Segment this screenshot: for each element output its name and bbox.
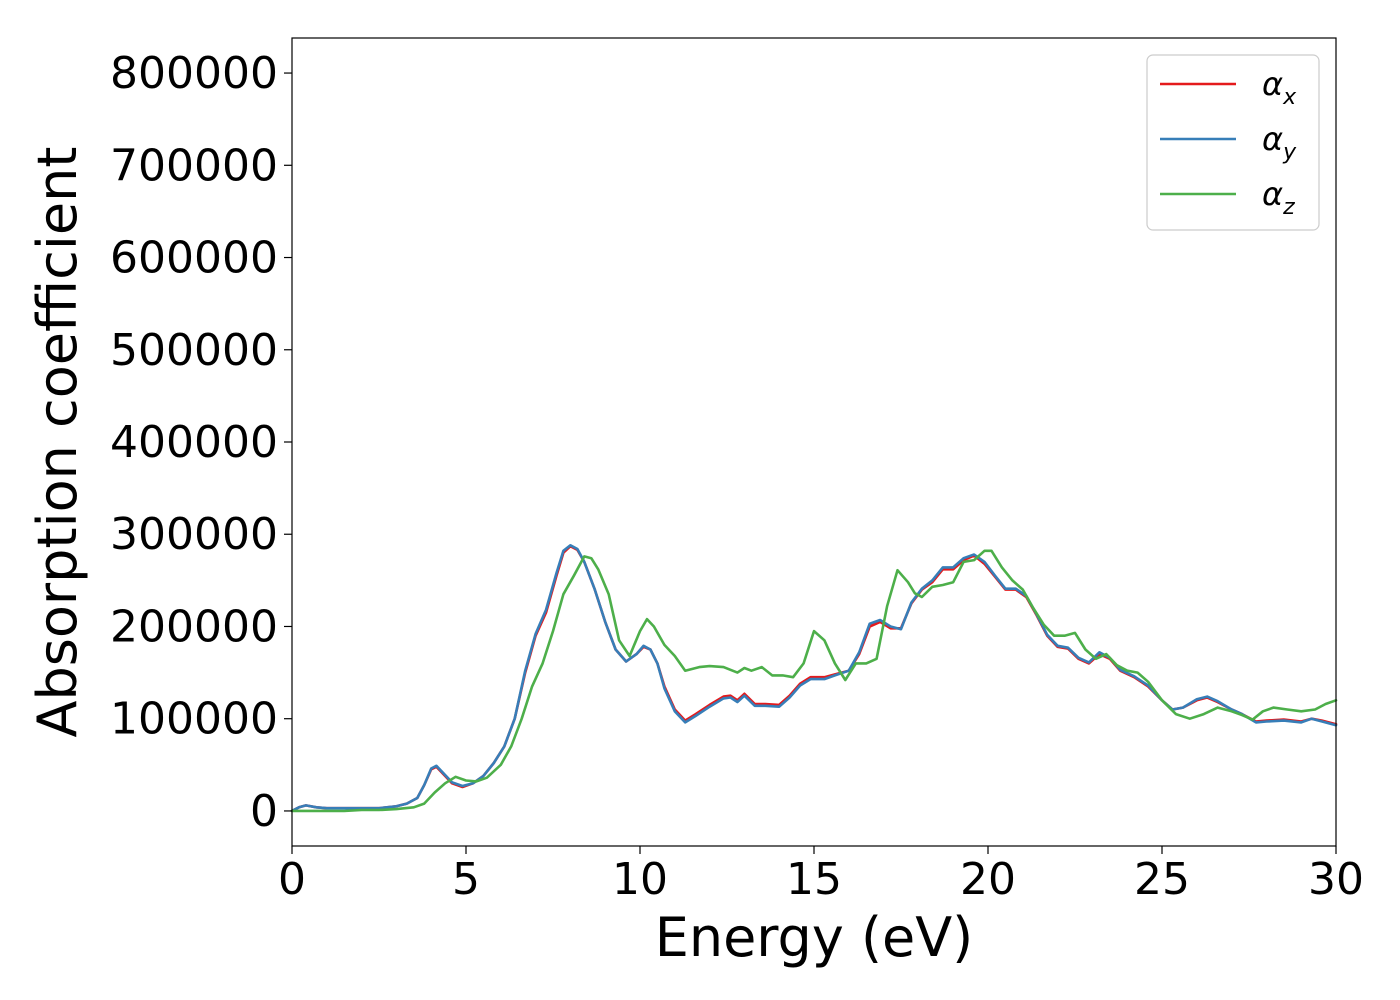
- y-tick-label: 200000: [110, 601, 278, 652]
- x-tick-label: 10: [612, 854, 668, 905]
- x-tick-label: 15: [786, 854, 842, 905]
- x-tick-label: 20: [960, 854, 1016, 905]
- legend-box: [1146, 54, 1320, 231]
- legend-label-base: α: [1262, 120, 1283, 158]
- legend-label-base: α: [1262, 175, 1283, 213]
- legend-label-subscript: z: [1282, 195, 1295, 220]
- y-tick-label: 700000: [110, 140, 278, 191]
- legend-label-subscript: y: [1282, 140, 1297, 165]
- legend-label-z: αz: [1262, 175, 1295, 220]
- x-tick-label: 5: [452, 854, 480, 905]
- legend-label-subscript: x: [1282, 85, 1297, 110]
- x-tick-label: 25: [1134, 854, 1190, 905]
- y-tick-label: 400000: [110, 417, 278, 468]
- x-tick-label: 30: [1308, 854, 1364, 905]
- series-line-z: [290, 549, 1338, 813]
- legend-label-base: α: [1262, 65, 1283, 103]
- y-tick-label: 500000: [110, 325, 278, 376]
- plot-lines: [290, 544, 1338, 813]
- y-axis-label: Absorption coefficient: [26, 147, 89, 738]
- x-axis-ticks: 0 5 10 15 20 25 30: [278, 846, 1364, 905]
- legend-label-y: αy: [1262, 120, 1297, 165]
- y-axis-ticks: 0 100000 200000 300000 400000 500000 600000 700…: [110, 48, 292, 837]
- y-tick-label: 100000: [110, 694, 278, 745]
- y-tick-label: 300000: [110, 509, 278, 560]
- legend-label-x: αx: [1262, 65, 1297, 110]
- y-tick-label: 800000: [110, 48, 278, 99]
- y-tick-label: 600000: [110, 233, 278, 284]
- x-axis-label: Energy (eV): [655, 906, 974, 969]
- y-tick-label: 0: [250, 786, 278, 837]
- x-tick-label: 0: [278, 854, 306, 905]
- series-line-y: [290, 544, 1338, 813]
